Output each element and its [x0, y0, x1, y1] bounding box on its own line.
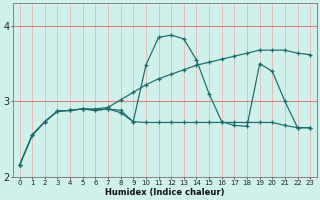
X-axis label: Humidex (Indice chaleur): Humidex (Indice chaleur): [105, 188, 225, 197]
